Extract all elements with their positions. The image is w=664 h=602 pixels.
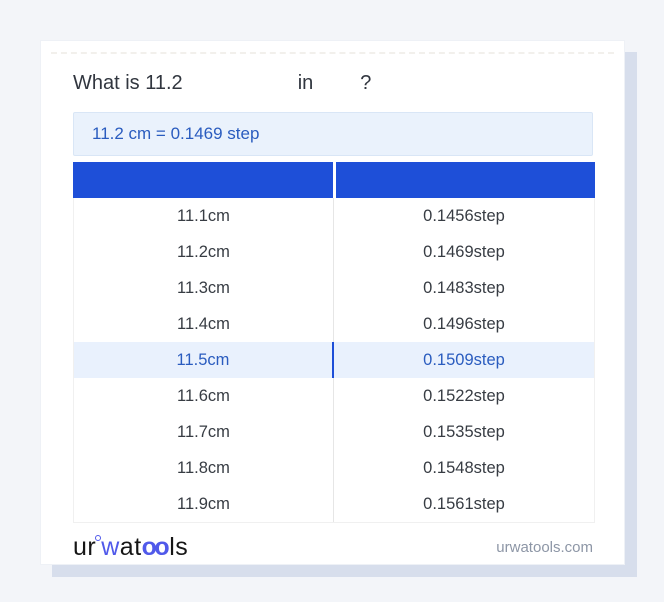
card-top-dashed-line	[51, 52, 614, 54]
table-cell-from[interactable]: 11.5cm	[74, 342, 334, 378]
table-cell-from[interactable]: 11.6cm	[74, 378, 334, 414]
conversion-card: What is 11.2 in? 11.2 cm = 0.1469 step 11…	[40, 40, 625, 565]
table-cell-to[interactable]: 0.1535step	[423, 422, 505, 441]
table-row[interactable]: 11.3cm 0.1483step	[74, 270, 594, 306]
table-row[interactable]: 11.5cm 0.1509step	[74, 342, 594, 378]
question-prefix: What is 11.2	[73, 72, 183, 94]
table-cell-to[interactable]: 0.1496step	[423, 314, 505, 333]
logo-part-ls: ls	[169, 532, 189, 561]
conversion-table: 11.1cm 0.1456step 11.2cm 0.1469step 11.3…	[73, 162, 595, 523]
table-cell-to[interactable]: 0.1509step	[423, 350, 505, 369]
conversion-table-body: 11.1cm 0.1456step 11.2cm 0.1469step 11.3…	[73, 198, 595, 523]
table-row[interactable]: 11.9cm 0.1561step	[74, 486, 594, 522]
table-row[interactable]: 11.7cm 0.1535step	[74, 414, 594, 450]
table-cell-to[interactable]: 0.1469step	[423, 242, 505, 261]
table-row[interactable]: 11.6cm 0.1522step	[74, 378, 594, 414]
card-footer: ur w at oo ls urwatools.com	[73, 530, 593, 564]
table-cell-from[interactable]: 11.2cm	[74, 234, 334, 270]
column-header-from	[73, 162, 333, 198]
table-cell-from[interactable]: 11.4cm	[74, 306, 334, 342]
table-cell-to[interactable]: 0.1456step	[423, 206, 505, 225]
logo-glasses-icon: oo	[141, 532, 170, 561]
conversion-result-box: 11.2 cm = 0.1469 step	[73, 112, 593, 156]
table-row[interactable]: 11.8cm 0.1548step	[74, 450, 594, 486]
table-cell-to[interactable]: 0.1522step	[423, 386, 505, 405]
site-domain-text: urwatools.com	[496, 538, 593, 556]
logo-part-at: at	[119, 532, 142, 561]
table-cell-to[interactable]: 0.1548step	[423, 458, 505, 477]
question-mark: ?	[360, 72, 372, 94]
urwatools-logo: ur w at oo ls	[73, 532, 189, 561]
table-cell-to[interactable]: 0.1561step	[423, 494, 505, 513]
conversion-table-header	[73, 162, 595, 198]
conversion-result-text: 11.2 cm = 0.1469 step	[92, 124, 260, 143]
table-row[interactable]: 11.2cm 0.1469step	[74, 234, 594, 270]
table-cell-from[interactable]: 11.8cm	[74, 450, 334, 486]
table-cell-from[interactable]: 11.7cm	[74, 414, 334, 450]
table-row[interactable]: 11.4cm 0.1496step	[74, 306, 594, 342]
table-row[interactable]: 11.1cm 0.1456step	[74, 198, 594, 234]
logo-ring-icon	[95, 534, 102, 541]
table-cell-from[interactable]: 11.9cm	[74, 486, 334, 522]
column-header-to	[336, 162, 595, 198]
logo-part-ur: ur	[73, 532, 97, 561]
table-cell-to[interactable]: 0.1483step	[423, 278, 505, 297]
table-cell-from[interactable]: 11.3cm	[74, 270, 334, 306]
page-title: What is 11.2 in?	[73, 69, 593, 98]
logo-part-w: w	[101, 532, 120, 561]
question-connector: in	[297, 72, 314, 94]
table-cell-from[interactable]: 11.1cm	[74, 198, 334, 234]
